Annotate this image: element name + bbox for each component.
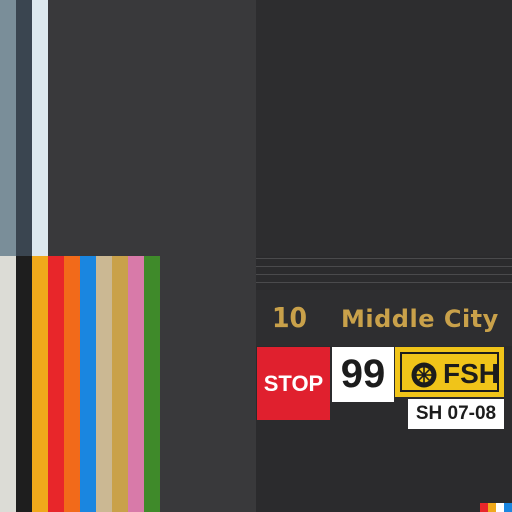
divider-line xyxy=(256,274,512,275)
schedule-sign: SH 07-08 xyxy=(408,399,504,429)
swatch-slate xyxy=(0,0,16,256)
fsh-label: FSH xyxy=(443,358,499,389)
mini-swatch-amber xyxy=(488,503,496,512)
stripe-white xyxy=(0,256,16,512)
mini-swatch-blue xyxy=(504,503,512,512)
wheel-icon xyxy=(411,362,437,388)
stripe-red xyxy=(48,256,64,512)
divider-line xyxy=(256,258,512,259)
stripe-gold xyxy=(112,256,128,512)
mini-swatch-red xyxy=(480,503,488,512)
mini-swatch-white xyxy=(496,503,504,512)
fsh-sign-border: FSH xyxy=(400,352,499,392)
stripe-blue xyxy=(80,256,96,512)
right-panel xyxy=(256,0,512,256)
stripe-pink xyxy=(128,256,144,512)
divider-line xyxy=(256,266,512,267)
destination-sign-strip xyxy=(256,290,512,346)
fsh-sign: FSH xyxy=(395,347,504,397)
schedule-label: SH 07-08 xyxy=(415,403,497,424)
stripe-green xyxy=(144,256,160,512)
swatch-dark-slate xyxy=(16,0,32,256)
stripe-black xyxy=(16,256,32,512)
swatch-light xyxy=(32,0,48,256)
route-number: 10 xyxy=(272,301,308,334)
stripe-orange xyxy=(64,256,80,512)
route-badge-label: 99 xyxy=(340,352,386,396)
route-badge: 99 xyxy=(332,347,394,402)
divider-line xyxy=(256,282,512,283)
stop-label: STOP xyxy=(263,370,324,396)
destination-name: Middle City xyxy=(341,305,499,333)
stripe-beige xyxy=(96,256,112,512)
stop-sign: STOP xyxy=(257,347,330,420)
stripe-amber xyxy=(32,256,48,512)
